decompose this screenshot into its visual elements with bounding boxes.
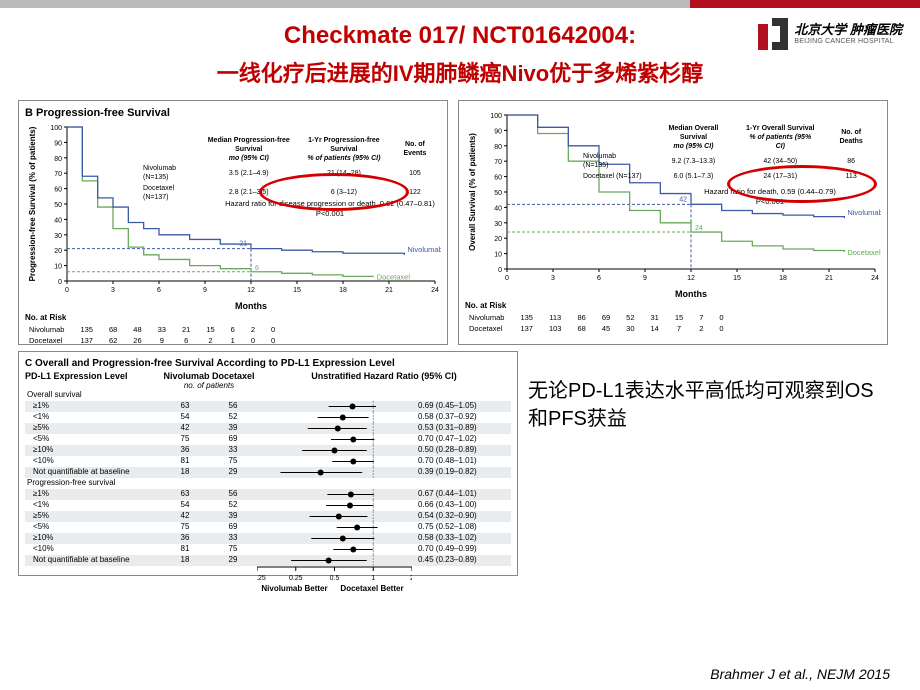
svg-text:Docetaxel: Docetaxel <box>377 272 411 281</box>
highlight-oval-b <box>259 173 409 211</box>
nivo-better: Nivolumab Better <box>257 584 332 593</box>
forest-row: <10% 81 75 0.70 (0.49–0.99) <box>25 544 511 555</box>
svg-text:24: 24 <box>431 287 439 294</box>
forest-row: ≥5% 42 39 0.53 (0.31–0.89) <box>25 423 511 434</box>
svg-text:6: 6 <box>157 287 161 294</box>
panel-c-title: C Overall and Progression-free Survival … <box>25 358 511 369</box>
svg-text:20: 20 <box>54 248 62 255</box>
svg-text:50: 50 <box>54 202 62 209</box>
forest-row: <1% 54 52 0.58 (0.37–0.92) <box>25 412 511 423</box>
svg-text:70: 70 <box>54 171 62 178</box>
highlight-oval-a <box>727 165 877 203</box>
logo-english: BEIJING CANCER HOSPITAL <box>794 38 902 46</box>
subtitle: 一线化疗后进展的IV期肺鳞癌Nivo优于多烯紫杉醇 <box>0 56 920 88</box>
svg-text:Progression-free Survival (% o: Progression-free Survival (% of patients… <box>28 126 37 281</box>
svg-text:9: 9 <box>203 287 207 294</box>
svg-text:70: 70 <box>494 159 502 166</box>
svg-text:18: 18 <box>339 287 347 294</box>
hospital-logo: 北京大学 肿瘤医院 BEIJING CANCER HOSPITAL <box>758 18 902 50</box>
svg-text:3: 3 <box>111 287 115 294</box>
svg-text:90: 90 <box>494 128 502 135</box>
svg-text:15: 15 <box>293 287 301 294</box>
svg-text:10: 10 <box>494 252 502 259</box>
svg-text:20: 20 <box>494 236 502 243</box>
top-accent-bar <box>0 0 920 8</box>
svg-text:1: 1 <box>371 575 375 582</box>
svg-text:6: 6 <box>597 275 601 282</box>
svg-text:Months: Months <box>235 301 267 311</box>
svg-text:18: 18 <box>779 275 787 282</box>
svg-text:3: 3 <box>551 275 555 282</box>
svg-text:80: 80 <box>54 156 62 163</box>
svg-text:0: 0 <box>505 275 509 282</box>
svg-text:9: 9 <box>643 275 647 282</box>
svg-text:100: 100 <box>50 125 62 132</box>
svg-text:Overall Survival (% of patient: Overall Survival (% of patients) <box>468 133 477 251</box>
svg-text:2: 2 <box>410 575 412 582</box>
forest-row: <5% 75 69 0.75 (0.52–1.08) <box>25 522 511 533</box>
logo-chinese: 北京大学 肿瘤医院 <box>794 22 902 38</box>
doc-better: Docetaxel Better <box>332 584 412 593</box>
svg-text:21: 21 <box>385 287 393 294</box>
panel-a-os: 0 10 20 30 40 50 60 70 80 90 100 0 3 6 9 12 15 18 21 24 Mont… <box>458 100 888 345</box>
svg-text:Nivolumab: Nivolumab <box>847 208 881 217</box>
svg-text:Nivolumab: Nivolumab <box>407 245 441 254</box>
svg-text:12: 12 <box>247 287 255 294</box>
panel-b-pfs: B Progression-free Survival 010203040506… <box>18 100 448 345</box>
panel-c-forest: C Overall and Progression-free Survival … <box>18 351 518 576</box>
forest-row: <10% 81 75 0.70 (0.48–1.01) <box>25 456 511 467</box>
svg-text:12: 12 <box>687 275 695 282</box>
forest-row: ≥5% 42 39 0.54 (0.32–0.90) <box>25 511 511 522</box>
risk-header: No. at Risk <box>25 313 441 323</box>
svg-text:0.125: 0.125 <box>257 575 266 582</box>
forest-group: Overall survival <box>25 390 161 401</box>
svg-text:0.25: 0.25 <box>289 575 303 582</box>
forest-row: <1% 54 52 0.66 (0.43–1.00) <box>25 500 511 511</box>
svg-text:50: 50 <box>494 190 502 197</box>
forest-row: Not quantifiable at baseline 18 29 0.45 … <box>25 555 511 566</box>
svg-text:24: 24 <box>695 225 703 232</box>
svg-text:0: 0 <box>58 279 62 286</box>
svg-text:24: 24 <box>871 275 879 282</box>
svg-text:100: 100 <box>490 113 502 120</box>
svg-text:0.5: 0.5 <box>330 575 340 582</box>
citation: Brahmer J et al., NEJM 2015 <box>710 666 890 682</box>
svg-text:80: 80 <box>494 144 502 151</box>
forest-group: Progression-free survival <box>25 478 161 489</box>
forest-row: <5% 75 69 0.70 (0.47–1.02) <box>25 434 511 445</box>
forest-row: ≥1% 63 56 0.69 (0.45–1.05) <box>25 401 511 412</box>
svg-text:15: 15 <box>733 275 741 282</box>
svg-text:40: 40 <box>494 205 502 212</box>
svg-text:60: 60 <box>54 187 62 194</box>
svg-text:0: 0 <box>65 287 69 294</box>
forest-row: Not quantifiable at baseline 18 29 0.39 … <box>25 467 511 478</box>
forest-row: ≥10% 36 33 0.58 (0.33–1.02) <box>25 533 511 544</box>
risk-header: No. at Risk <box>465 301 881 311</box>
svg-text:30: 30 <box>54 233 62 240</box>
panel-b-label: B Progression-free Survival <box>25 107 441 119</box>
forest-row: ≥1% 63 56 0.67 (0.44–1.01) <box>25 489 511 500</box>
svg-text:10: 10 <box>54 264 62 271</box>
svg-text:60: 60 <box>494 175 502 182</box>
svg-text:40: 40 <box>54 217 62 224</box>
svg-text:21: 21 <box>825 275 833 282</box>
svg-text:90: 90 <box>54 140 62 147</box>
svg-text:0: 0 <box>498 267 502 274</box>
side-note: 无论PD-L1表达水平高低均可观察到OS和PFS获益 <box>528 377 878 576</box>
svg-text:6: 6 <box>255 265 259 272</box>
forest-row: ≥10% 36 33 0.50 (0.28–0.89) <box>25 445 511 456</box>
svg-text:Months: Months <box>675 289 707 299</box>
svg-text:Docetaxel: Docetaxel <box>847 248 881 257</box>
svg-text:30: 30 <box>494 221 502 228</box>
